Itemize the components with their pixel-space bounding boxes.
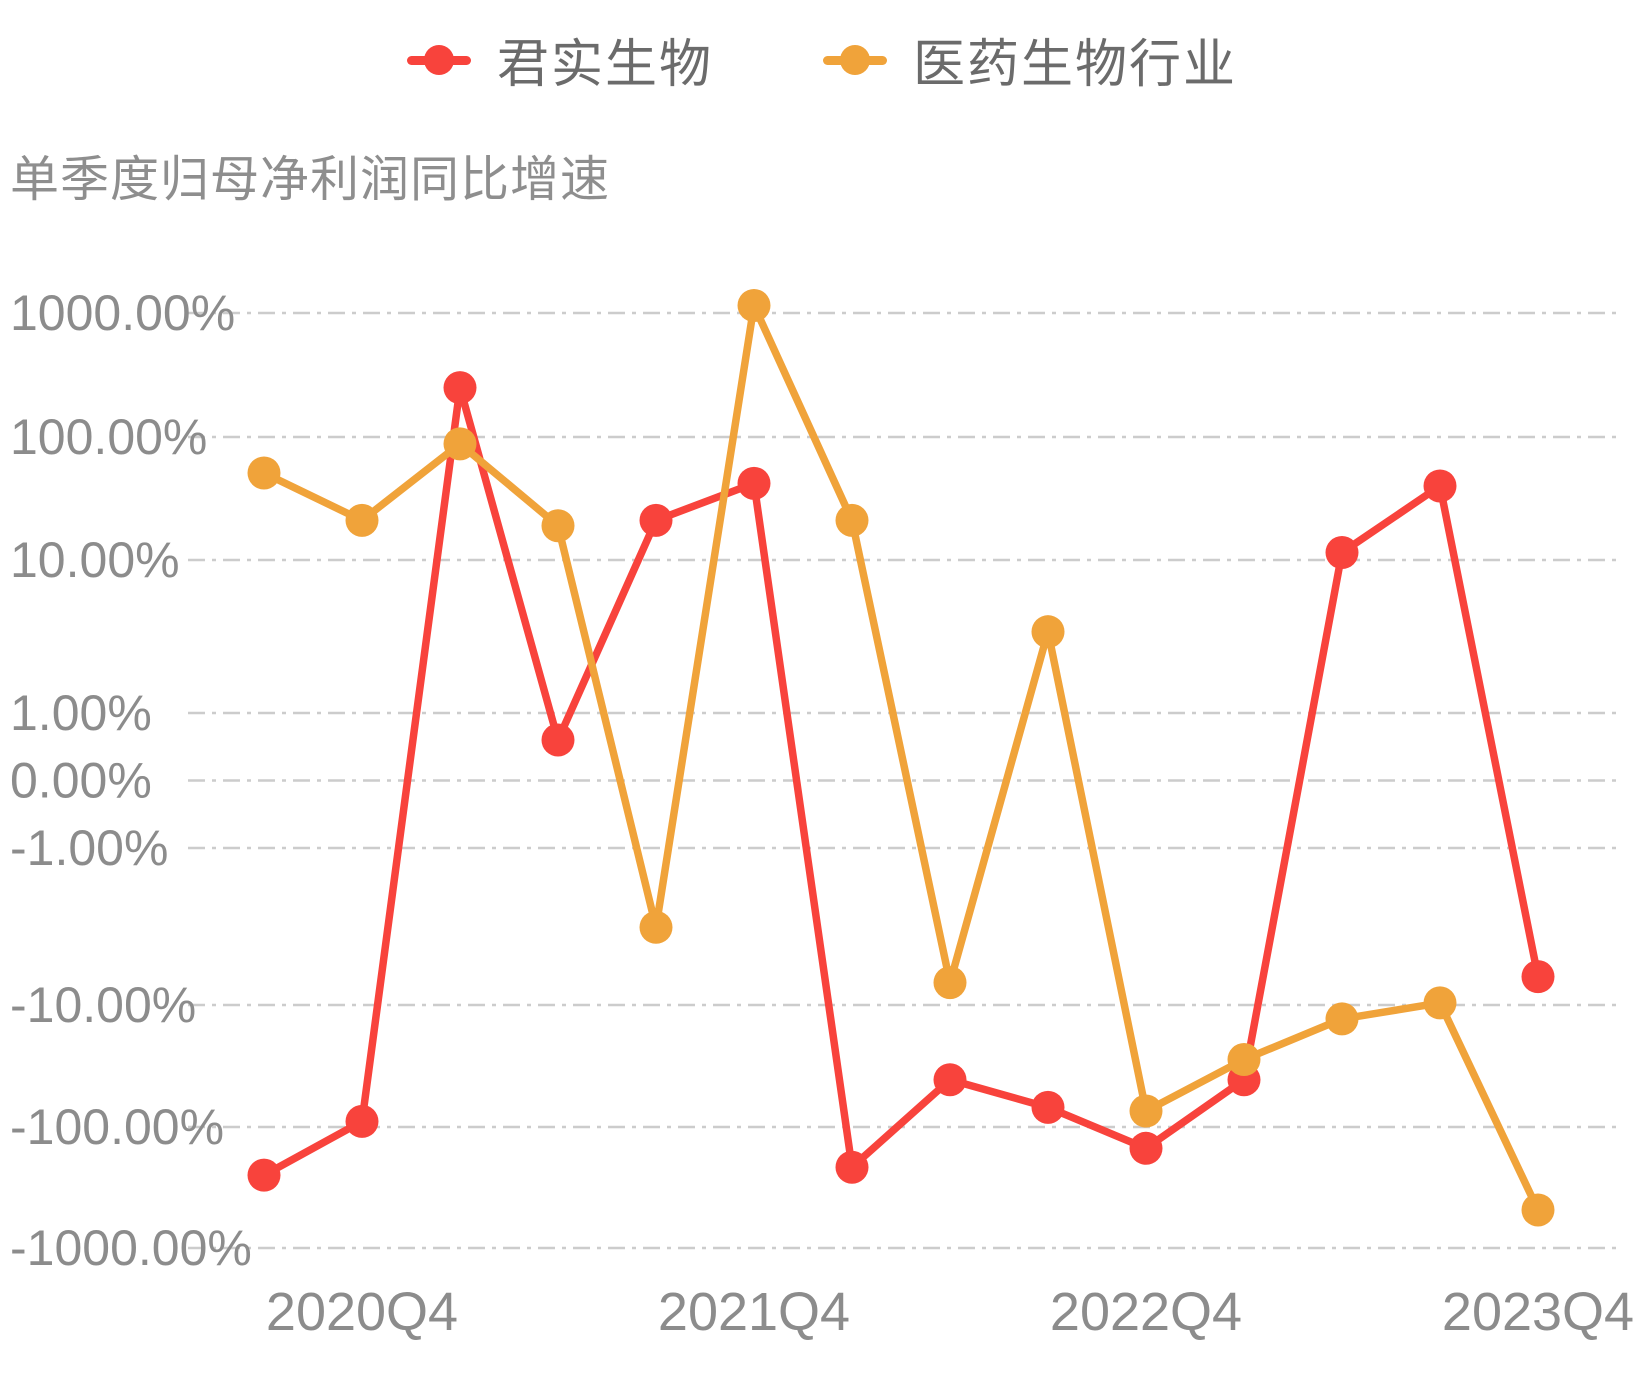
data-point-industry[interactable]	[247, 456, 281, 490]
y-axis-tick-label: -1.00%	[10, 820, 168, 876]
data-point-junshi[interactable]	[247, 1158, 281, 1192]
data-point-industry[interactable]	[737, 288, 771, 322]
data-point-junshi[interactable]	[1325, 536, 1359, 570]
chart-legend: 君实生物 医药生物行业	[0, 22, 1644, 97]
data-point-industry[interactable]	[1521, 1193, 1555, 1227]
data-point-industry[interactable]	[1423, 986, 1457, 1020]
data-point-junshi[interactable]	[541, 723, 575, 757]
legend-dot-orange	[840, 44, 870, 75]
y-axis-tick-label: 1000.00%	[10, 285, 235, 341]
data-point-industry[interactable]	[1031, 615, 1065, 649]
data-point-industry[interactable]	[1129, 1094, 1163, 1128]
y-axis-tick-label: 100.00%	[10, 409, 207, 465]
data-point-industry[interactable]	[933, 966, 967, 1000]
data-point-junshi[interactable]	[639, 503, 673, 537]
data-point-junshi[interactable]	[737, 466, 771, 500]
data-point-junshi[interactable]	[835, 1150, 869, 1184]
y-axis-tick-label: -10.00%	[10, 977, 196, 1033]
data-point-industry[interactable]	[1325, 1002, 1359, 1036]
x-axis-tick-label: 2023Q4	[1442, 1282, 1634, 1342]
legend-item-junshi[interactable]: 君实生物	[406, 22, 713, 97]
data-point-junshi[interactable]	[1521, 960, 1555, 994]
data-point-junshi[interactable]	[1129, 1131, 1163, 1165]
legend-item-industry[interactable]: 医药生物行业	[823, 22, 1237, 97]
data-point-industry[interactable]	[835, 503, 869, 537]
data-point-junshi[interactable]	[443, 371, 477, 405]
y-axis-tick-label: -100.00%	[10, 1099, 224, 1155]
data-point-industry[interactable]	[345, 503, 379, 537]
line-series-marker-icon	[406, 43, 471, 77]
y-axis-tick-label: 10.00%	[10, 532, 180, 588]
data-point-junshi[interactable]	[1423, 469, 1457, 503]
data-point-junshi[interactable]	[933, 1063, 967, 1097]
data-point-industry[interactable]	[1227, 1043, 1261, 1077]
y-axis-tick-label: -1000.00%	[10, 1220, 252, 1276]
line-series-marker-icon	[823, 43, 887, 77]
data-point-junshi[interactable]	[345, 1104, 379, 1138]
data-point-industry[interactable]	[541, 509, 575, 543]
chart-title: 单季度归母净利润同比增速	[10, 153, 611, 207]
series-line-industry	[260, 301, 1542, 1214]
legend-label-industry: 医药生物行业	[913, 36, 1238, 94]
x-axis-tick-label: 2022Q4	[1050, 1282, 1242, 1342]
series-line-junshi	[260, 383, 1542, 1179]
legend-dot-red	[423, 44, 454, 75]
legend-label-junshi: 君实生物	[496, 36, 713, 94]
data-point-industry[interactable]	[443, 427, 477, 461]
data-point-junshi[interactable]	[1031, 1090, 1065, 1124]
y-axis-tick-label: 0.00%	[10, 753, 152, 809]
data-point-industry[interactable]	[639, 910, 673, 944]
y-axis-tick-label: 1.00%	[10, 685, 152, 741]
x-axis-tick-label: 2021Q4	[658, 1282, 850, 1342]
x-axis-tick-label: 2020Q4	[266, 1282, 458, 1342]
